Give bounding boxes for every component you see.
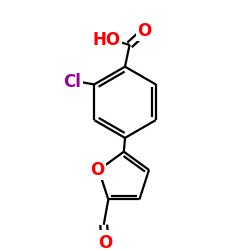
Text: O: O <box>98 234 112 250</box>
Text: HO: HO <box>92 31 121 49</box>
Text: O: O <box>90 161 105 179</box>
Text: O: O <box>138 22 152 40</box>
Text: Cl: Cl <box>64 73 81 91</box>
